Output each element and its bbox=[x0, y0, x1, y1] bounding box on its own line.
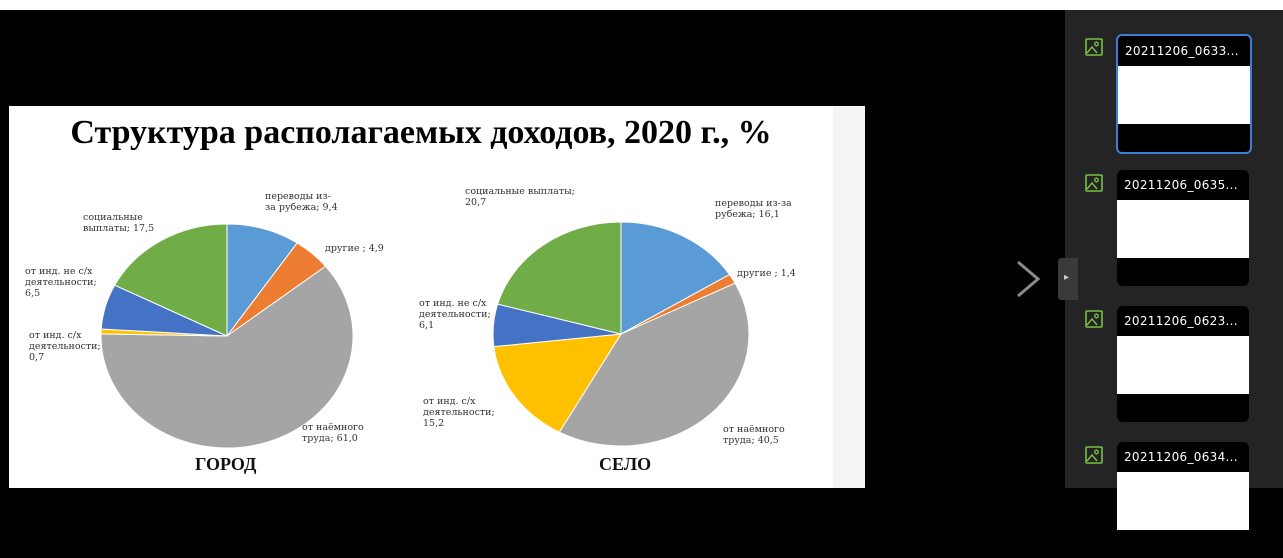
file-card-name: 20211206_0634... bbox=[1124, 450, 1238, 464]
label-gorod-other: другие ; 4,9 bbox=[325, 243, 384, 254]
label-selo-other: другие ; 1,4 bbox=[737, 268, 796, 279]
label-selo-wages: от наёмного труда; 40,5 bbox=[723, 424, 785, 446]
file-thumbnail bbox=[1117, 336, 1249, 394]
chevron-right-icon[interactable] bbox=[1008, 258, 1044, 300]
label-selo-transfers: переводы из-за рубежа; 16,1 bbox=[715, 198, 792, 220]
file-card[interactable]: 20211206_0635... bbox=[1117, 170, 1249, 286]
label-gorod-wages: от наёмного труда; 61,0 bbox=[302, 422, 364, 444]
caption-gorod: ГОРОД bbox=[195, 454, 257, 474]
pie-slice bbox=[497, 221, 622, 335]
label-gorod-transfers: переводы из- за рубежа; 9,4 bbox=[265, 191, 338, 213]
slide-title: Структура располагаемых доходов, 2020 г.… bbox=[70, 114, 772, 151]
image-file-icon bbox=[1085, 446, 1103, 464]
label-gorod-nonagri: от инд. не с/х деятельности; 6,5 bbox=[25, 266, 97, 299]
file-card-name: 20211206_0635... bbox=[1124, 178, 1238, 192]
file-card[interactable]: 20211206_0623... bbox=[1117, 306, 1249, 422]
caption-selo: СЕЛО bbox=[599, 454, 652, 474]
top-bar bbox=[0, 0, 1283, 10]
file-card[interactable]: 20211206_0633... bbox=[1116, 34, 1252, 154]
file-card-name: 20211206_0633... bbox=[1125, 44, 1239, 58]
slide-view: Структура располагаемых доходов, 2020 г.… bbox=[9, 106, 833, 488]
file-thumbnail bbox=[1117, 472, 1249, 530]
slide-margin bbox=[833, 106, 865, 488]
label-selo-social: социальные выплаты; 20,7 bbox=[465, 186, 575, 208]
image-file-icon bbox=[1085, 174, 1103, 192]
image-file-icon bbox=[1085, 310, 1103, 328]
pie-slice bbox=[558, 282, 750, 446]
file-card-name: 20211206_0623... bbox=[1124, 314, 1238, 328]
image-file-icon bbox=[1085, 38, 1103, 56]
pie-slice bbox=[100, 265, 354, 448]
label-selo-nonagri: от инд. не с/х деятельности; 6,1 bbox=[419, 298, 491, 331]
pie-slice bbox=[493, 333, 622, 433]
pie-chart-gorod bbox=[100, 223, 354, 448]
caret-right-icon: ▸ bbox=[1064, 272, 1070, 283]
file-card[interactable]: 20211206_0634... bbox=[1117, 442, 1249, 558]
slide-top-area bbox=[9, 12, 867, 106]
label-gorod-social: социальные выплаты; 17,5 bbox=[83, 212, 155, 234]
file-thumbnail bbox=[1118, 66, 1250, 124]
label-gorod-agri: от инд. с/х деятельности; 0,7 bbox=[29, 330, 101, 363]
pie-slice bbox=[114, 223, 228, 337]
file-thumbnail bbox=[1117, 200, 1249, 258]
pie-chart-selo bbox=[492, 221, 750, 446]
label-selo-agri: от инд. с/х деятельности; 15,2 bbox=[423, 396, 495, 429]
pie-slice bbox=[620, 221, 731, 335]
collapse-panel-button[interactable]: ▸ bbox=[1058, 258, 1078, 300]
